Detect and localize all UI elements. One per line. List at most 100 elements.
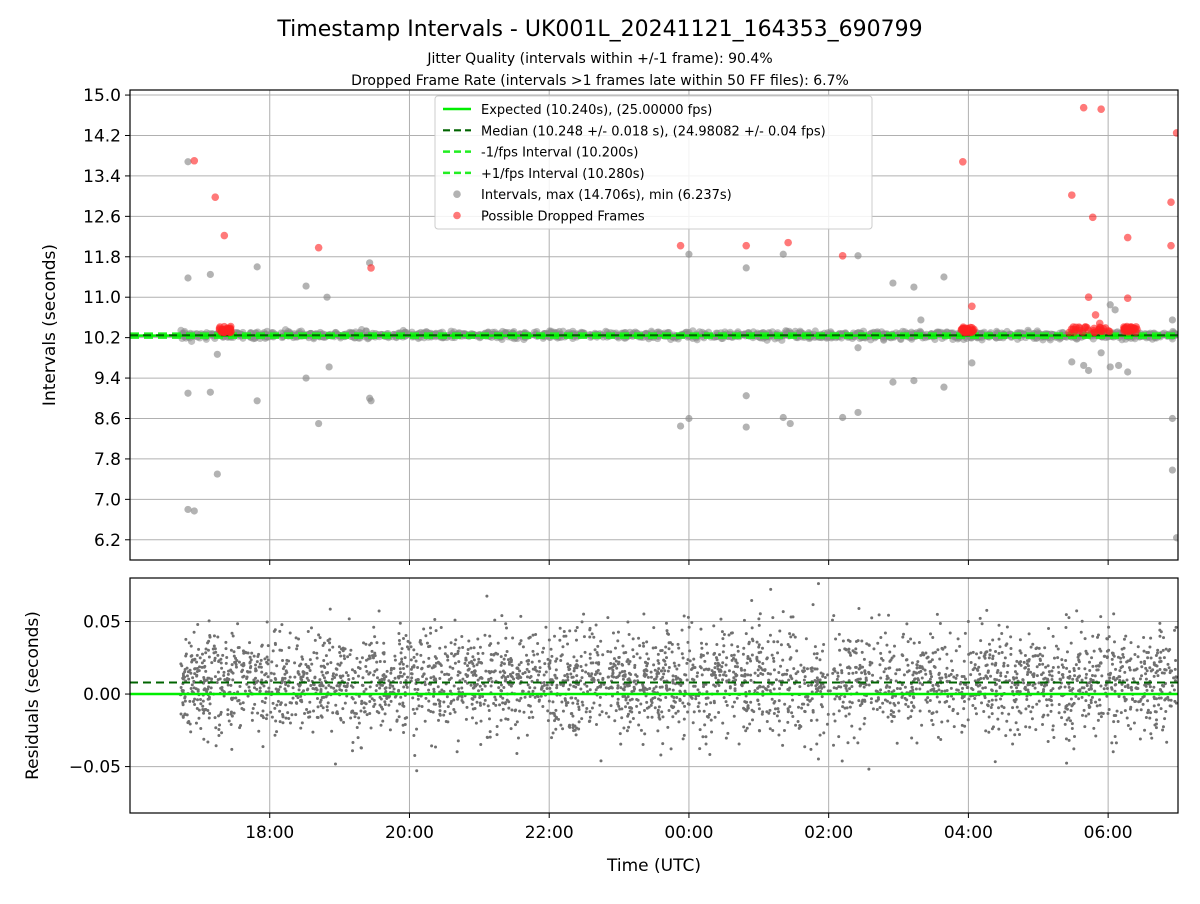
residual-point xyxy=(322,674,325,677)
residual-point xyxy=(1161,671,1164,674)
residual-point xyxy=(517,673,520,676)
residual-point xyxy=(280,623,283,626)
residual-point xyxy=(1065,613,1068,616)
residual-point xyxy=(1119,661,1122,664)
residual-point xyxy=(899,687,902,690)
residual-point xyxy=(781,659,784,662)
residual-point xyxy=(347,678,350,681)
residual-point xyxy=(868,672,871,675)
residual-point xyxy=(1085,652,1088,655)
residual-point xyxy=(363,690,366,693)
residual-point xyxy=(399,696,402,699)
residual-point xyxy=(1066,718,1069,721)
residual-point xyxy=(376,710,379,713)
residual-point xyxy=(913,706,916,709)
residual-point xyxy=(193,672,196,675)
residual-point xyxy=(616,687,619,690)
residual-point xyxy=(876,690,879,693)
residual-point xyxy=(1024,654,1027,657)
residual-point xyxy=(206,677,209,680)
residual-point xyxy=(210,661,213,664)
residual-point xyxy=(470,684,473,687)
residual-point xyxy=(1005,720,1008,723)
residual-point xyxy=(567,666,570,669)
residual-point xyxy=(732,671,735,674)
residual-point xyxy=(415,769,418,772)
residual-point xyxy=(546,687,549,690)
residual-point xyxy=(822,731,825,734)
interval-outlier-point xyxy=(207,271,214,278)
residual-point xyxy=(456,674,459,677)
residual-point xyxy=(632,717,635,720)
residual-point xyxy=(1121,689,1124,692)
residual-point xyxy=(1110,741,1113,744)
residual-point xyxy=(783,729,786,732)
residual-point xyxy=(705,697,708,700)
residual-point xyxy=(1089,678,1092,681)
residual-point xyxy=(1129,657,1132,660)
residual-point xyxy=(928,710,931,713)
residual-point xyxy=(496,733,499,736)
residual-point xyxy=(964,678,967,681)
residual-point xyxy=(346,684,349,687)
residual-point xyxy=(1083,667,1086,670)
residual-point xyxy=(516,720,519,723)
residual-point xyxy=(465,706,468,709)
residual-point xyxy=(1156,649,1159,652)
residual-point xyxy=(316,697,319,700)
residual-point xyxy=(657,662,660,665)
residual-point xyxy=(1168,666,1171,669)
residual-point xyxy=(621,695,624,698)
residual-point xyxy=(1068,670,1071,673)
residual-point xyxy=(559,627,562,630)
residual-point xyxy=(543,662,546,665)
residual-point xyxy=(1130,686,1133,689)
residual-point xyxy=(257,730,260,733)
residual-point xyxy=(948,705,951,708)
residual-point xyxy=(270,672,273,675)
residual-point xyxy=(806,703,809,706)
residual-point xyxy=(664,651,667,654)
residual-point xyxy=(253,655,256,658)
residual-point xyxy=(845,687,848,690)
residual-point xyxy=(871,674,874,677)
residual-point xyxy=(615,709,618,712)
residual-point xyxy=(953,725,956,728)
residual-point xyxy=(688,703,691,706)
residual-point xyxy=(427,709,430,712)
residual-point xyxy=(350,710,353,713)
residual-point xyxy=(386,670,389,673)
residual-point xyxy=(1156,652,1159,655)
residual-point xyxy=(531,650,534,653)
residual-point xyxy=(1029,710,1032,713)
residual-point xyxy=(465,718,468,721)
residual-point xyxy=(961,696,964,699)
residual-point xyxy=(449,702,452,705)
residual-point xyxy=(239,724,242,727)
residual-point xyxy=(701,735,704,738)
residual-point xyxy=(490,684,493,687)
residual-point xyxy=(1106,687,1109,690)
residual-point xyxy=(1125,679,1128,682)
residual-point xyxy=(399,681,402,684)
residual-point xyxy=(205,647,208,650)
residual-point xyxy=(726,704,729,707)
residual-point xyxy=(1081,679,1084,682)
residual-point xyxy=(549,659,552,662)
residual-point xyxy=(704,735,707,738)
residual-point xyxy=(354,701,357,704)
residual-point xyxy=(378,610,381,613)
residual-point xyxy=(580,655,583,658)
residual-point xyxy=(1091,635,1094,638)
residual-point xyxy=(340,648,343,651)
residual-point xyxy=(642,645,645,648)
residual-point xyxy=(1123,671,1126,674)
residual-point xyxy=(520,639,523,642)
residual-point xyxy=(999,671,1002,674)
residual-point xyxy=(1023,661,1026,664)
residual-point xyxy=(767,712,770,715)
residual-point xyxy=(406,686,409,689)
residual-point xyxy=(518,642,521,645)
residual-point xyxy=(233,712,236,715)
residual-point xyxy=(937,736,940,739)
